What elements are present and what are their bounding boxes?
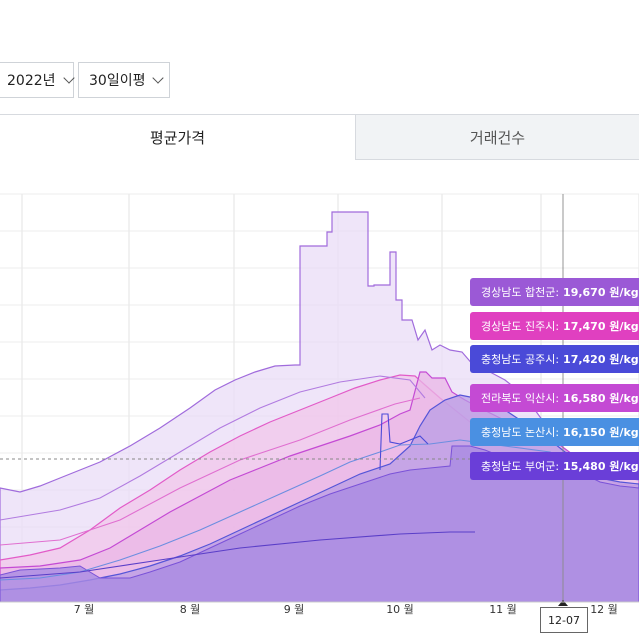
crosshair-date-label: 12-07 [540, 607, 588, 633]
tooltip-series-name: 전라북도 익산시: [481, 392, 560, 405]
tooltip-entry: 경상남도 진주시: 17,470 원/kg [470, 312, 639, 340]
tooltip-series-value: 19,670 원/kg [563, 286, 639, 299]
tab-average-price-label: 평균가격 [149, 129, 206, 147]
chevron-down-icon [62, 72, 75, 84]
series-line-hapcheon-curve [0, 375, 426, 521]
series-line-buyeo [0, 531, 475, 579]
x-tick-label: 9 월 [284, 603, 305, 616]
tooltip-series-name: 경상남도 합천군: [481, 286, 560, 299]
series-line-jinju-curve [0, 397, 421, 546]
year-select-value: 2022년 [7, 73, 56, 89]
tooltip-entry: 경상남도 합천군: 19,670 원/kg [470, 278, 639, 306]
tooltip-entry: 충청남도 논산시: 16,150 원/kg [470, 418, 639, 446]
series-line-nonsan [0, 439, 639, 581]
series-line-gongju-jag [379, 413, 429, 471]
tab-average-price[interactable]: 평균가격 [0, 114, 355, 160]
range-select-value: 30일이평 [89, 73, 146, 89]
x-tick-label: 8 월 [180, 603, 201, 616]
tooltip-entry: 전라북도 익산시: 16,580 원/kg [470, 384, 639, 412]
tab-transaction-count[interactable]: 거래건수 [355, 114, 639, 160]
tooltip-series-value: 15,480 원/kg [563, 460, 639, 473]
x-tick-label: 11 월 [489, 603, 517, 616]
tooltip-series-name: 충청남도 부여군: [481, 460, 560, 473]
year-select[interactable]: 2022년 [0, 62, 75, 98]
tooltip-series-name: 경상남도 진주시: [481, 320, 560, 333]
range-select[interactable]: 30일이평 [78, 62, 170, 98]
x-axis-ticks: 7 월 8 월 9 월 10 월 11 월 12 월 [74, 603, 618, 616]
tooltip-series-name: 충청남도 논산시: [481, 426, 560, 439]
tooltip-series-value: 17,470 원/kg [563, 320, 639, 333]
x-tick-label: 10 월 [386, 603, 414, 616]
tooltip-series-name: 충청남도 공주시: [481, 353, 560, 366]
tooltip-entry: 충청남도 부여군: 15,480 원/kg [470, 452, 639, 480]
x-tick-label: 7 월 [74, 603, 95, 616]
chevron-down-icon [152, 72, 165, 84]
tooltip-series-value: 16,580 원/kg [563, 392, 639, 405]
tooltip-series-value: 17,420 원/kg [563, 353, 639, 366]
tab-transaction-count-label: 거래건수 [469, 128, 526, 147]
tooltip-entry: 충청남도 공주시: 17,420 원/kg [470, 345, 639, 373]
tooltip-series-value: 16,150 원/kg [563, 426, 639, 439]
x-tick-label: 12 월 [590, 603, 618, 616]
crosshair-marker [558, 600, 568, 606]
